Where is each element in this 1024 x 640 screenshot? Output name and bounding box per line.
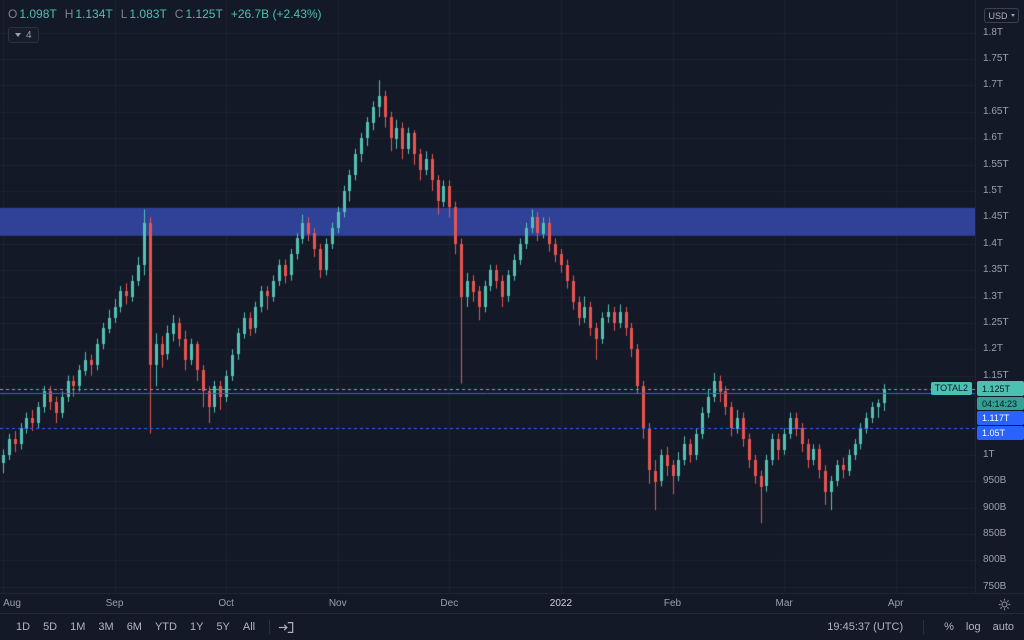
price-tick-label: 1T <box>983 448 995 460</box>
price-tick-label: 1.75T <box>983 53 1009 65</box>
low-value: L 1.083T <box>120 7 167 21</box>
time-tick-label: Sep <box>105 598 124 609</box>
auto-scale-button[interactable]: auto <box>992 621 1014 633</box>
range-button-3m[interactable]: 3M <box>98 621 114 633</box>
current-price-label: 1.125T <box>977 381 1024 396</box>
price-tick-label: 1.6T <box>983 132 1004 144</box>
gear-icon[interactable] <box>998 598 1011 614</box>
go-to-date-icon[interactable] <box>278 621 294 634</box>
price-tick-label: 1.55T <box>983 158 1009 170</box>
price-tick-label: 1.65T <box>983 105 1009 117</box>
range-button-1m[interactable]: 1M <box>70 621 86 633</box>
range-button-1y[interactable]: 1Y <box>189 621 204 633</box>
price-tick-label: 1.3T <box>983 290 1004 302</box>
chevron-down-icon <box>15 33 21 37</box>
high-value: H 1.134T <box>64 7 113 21</box>
currency-label: USD <box>988 10 1008 21</box>
price-axis[interactable]: USD 1.8T 1.75T 1.7T 1.65T 1.6T 1.55T 1.5T 1.45T… <box>975 0 1024 593</box>
toolbar-right: 19:45:37 (UTC) % log auto <box>827 620 1014 634</box>
date-range-buttons: 1D 5D 1M 3M 6M YTD 1Y 5Y All <box>10 619 261 635</box>
toolbar-divider <box>269 620 271 634</box>
bar-countdown-label: 04:14:23 <box>977 397 1024 410</box>
price-tick-label: 1.35T <box>983 264 1009 276</box>
time-tick-label: Dec <box>440 598 459 609</box>
time-tick-label: Oct <box>218 598 234 609</box>
collapsed-legend-toggle[interactable]: 4 <box>8 27 39 43</box>
candlestick-canvas[interactable] <box>0 0 975 593</box>
range-button-6m[interactable]: 6M <box>126 621 142 633</box>
ohlc-legend: O 1.098T H 1.134T L 1.083T C 1.125T +26.7B (… <box>8 7 322 21</box>
toolbar-divider <box>923 620 925 634</box>
price-tick-label: 1.5T <box>983 184 1004 196</box>
time-tick-label: Nov <box>328 598 347 609</box>
time-axis[interactable]: Aug Sep Oct Nov Dec 2022 Feb Mar Apr <box>0 593 1024 613</box>
price-tick-label: 1.8T <box>983 26 1004 38</box>
price-tick-label: 800B <box>983 554 1007 566</box>
price-tick-label: 900B <box>983 501 1007 513</box>
log-scale-button[interactable]: log <box>965 621 981 633</box>
percent-scale-button[interactable]: % <box>944 621 954 633</box>
price-tick-label: 950B <box>983 475 1007 487</box>
price-tick-label: 750B <box>983 580 1007 592</box>
alert-price-label[interactable]: 1.117T <box>977 411 1024 425</box>
clock-utc-button[interactable]: 19:45:37 (UTC) <box>827 621 904 633</box>
bottom-toolbar: 1D 5D 1M 3M 6M YTD 1Y 5Y All 19:45:37 (U… <box>0 613 1024 640</box>
time-tick-label: 2022 <box>549 598 573 609</box>
currency-button[interactable]: USD <box>984 8 1019 23</box>
price-tick-label: 1.7T <box>983 79 1004 91</box>
price-tick-label: 1.15T <box>983 369 1009 381</box>
time-tick-label: Mar <box>775 598 793 609</box>
range-button-ytd[interactable]: YTD <box>154 621 177 633</box>
price-tick-label: 850B <box>983 527 1007 539</box>
chevron-down-icon <box>1010 14 1015 17</box>
close-value: C 1.125T <box>174 7 223 21</box>
range-button-1d[interactable]: 1D <box>16 621 31 633</box>
chart-pane[interactable]: O 1.098T H 1.134T L 1.083T C 1.125T +26.7B (… <box>0 0 975 593</box>
range-button-5y[interactable]: 5Y <box>216 621 230 633</box>
range-button-5d[interactable]: 5D <box>43 621 58 633</box>
price-tick-label: 1.4T <box>983 237 1004 249</box>
collapsed-legend-count: 4 <box>26 29 32 41</box>
price-tick-label: 1.45T <box>983 211 1009 223</box>
range-button-all[interactable]: All <box>242 621 256 633</box>
change-value: +26.7B (+2.43%) <box>230 7 322 21</box>
time-tick-label: Feb <box>663 598 682 609</box>
open-value: O 1.098T <box>8 7 57 21</box>
time-tick-label: Aug <box>3 598 21 609</box>
price-tick-label: 1.25T <box>983 316 1009 328</box>
price-tick-label: 1.2T <box>983 343 1004 355</box>
alert-price-label[interactable]: 1.05T <box>977 426 1024 440</box>
time-tick-label: Apr <box>887 598 904 609</box>
symbol-price-tag: TOTAL2 <box>930 382 972 395</box>
